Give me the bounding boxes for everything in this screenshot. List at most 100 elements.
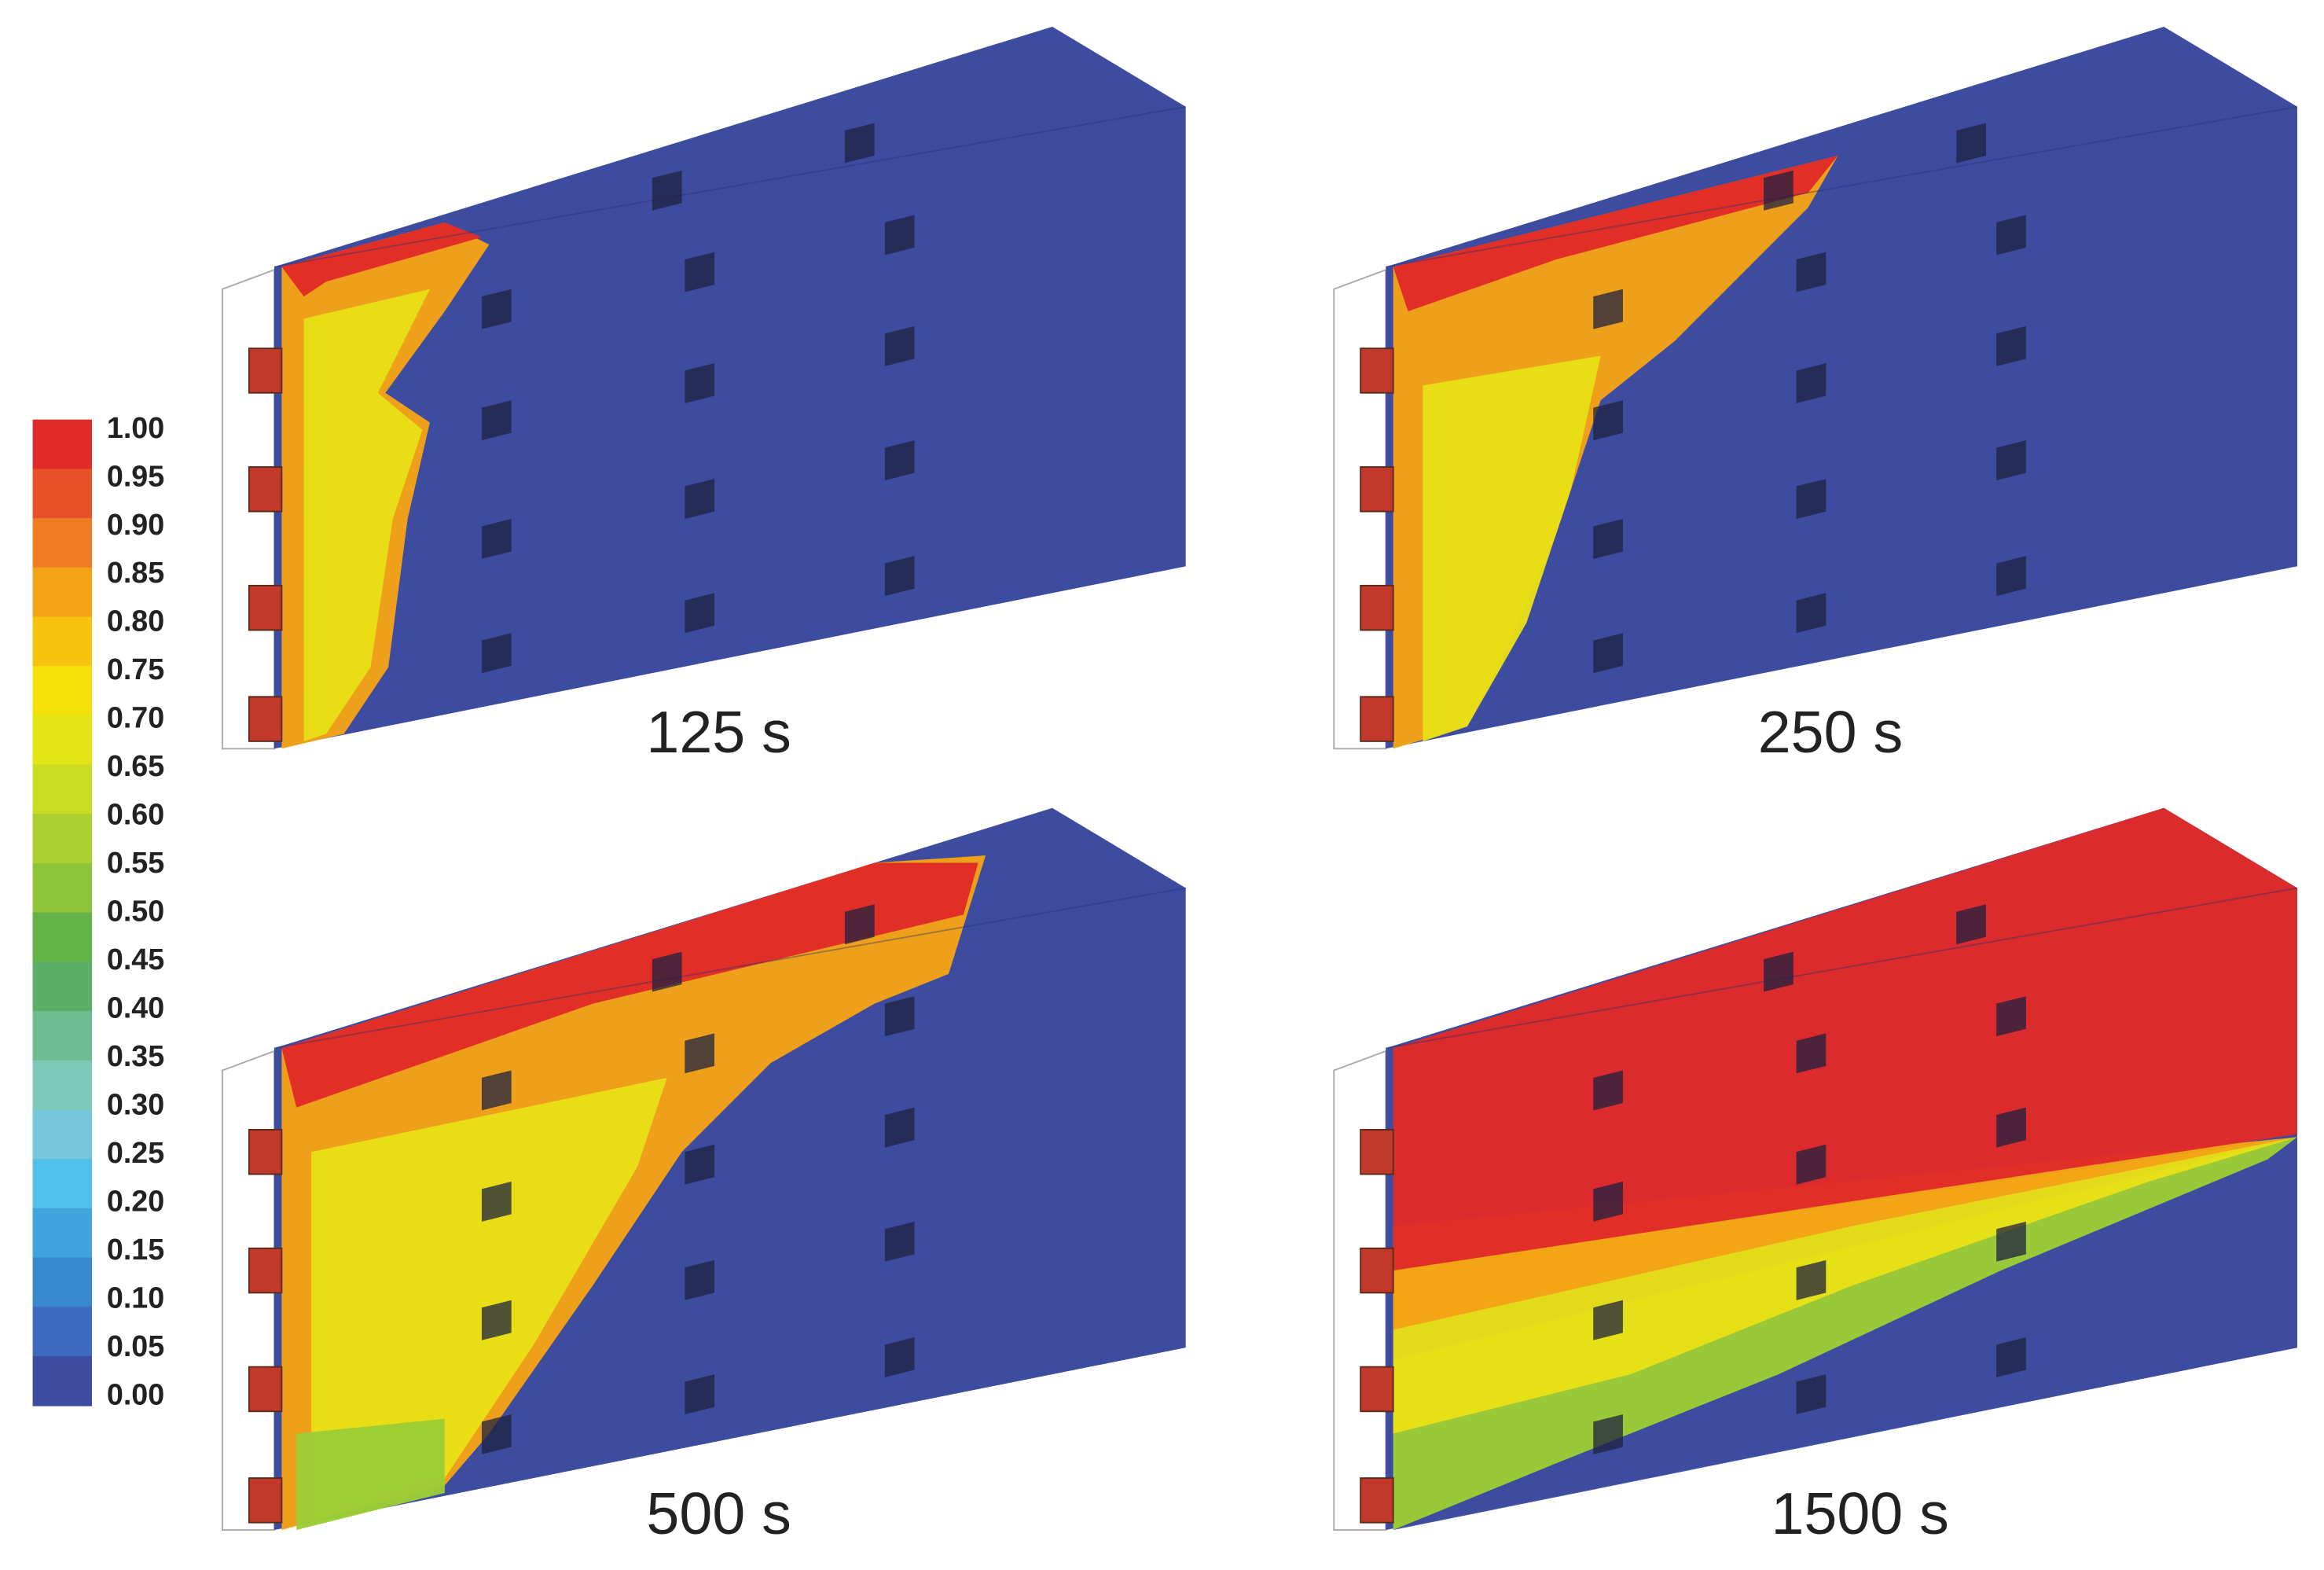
window xyxy=(481,400,512,441)
slab-edge xyxy=(1386,887,2298,1050)
panel: 250 s xyxy=(1333,26,2298,765)
window xyxy=(1593,1414,1623,1454)
colorbar-label: 0.65 xyxy=(107,749,164,782)
colorbar-label: 0.00 xyxy=(107,1377,164,1410)
colorbar-segment xyxy=(32,469,92,520)
colorbar-segment xyxy=(32,715,92,766)
window xyxy=(884,215,915,256)
colorbar-label: 0.25 xyxy=(107,1136,164,1169)
window xyxy=(1796,363,1827,403)
colorbar-label: 0.90 xyxy=(107,508,164,541)
balcony xyxy=(1360,1477,1394,1524)
window xyxy=(1593,400,1623,441)
colorbar-label: 0.30 xyxy=(107,1087,164,1120)
window xyxy=(685,1374,715,1414)
window xyxy=(1996,440,2026,480)
colorbar-label: 0.35 xyxy=(107,1039,164,1072)
window xyxy=(884,1221,915,1262)
balcony xyxy=(1360,1247,1394,1294)
colorbar-segment xyxy=(32,1355,92,1406)
balcony xyxy=(1360,584,1394,631)
colorbar-segment xyxy=(32,961,92,1013)
window xyxy=(1593,289,1623,329)
panel-label: 500 s xyxy=(646,1480,791,1546)
window xyxy=(884,1107,915,1148)
balcony xyxy=(248,696,283,742)
contour-region xyxy=(1423,355,1601,741)
window xyxy=(652,951,682,992)
contour-region xyxy=(311,1077,667,1523)
colorbar-label: 0.60 xyxy=(107,798,164,831)
colorbar-segment xyxy=(32,912,92,963)
balcony xyxy=(1360,1128,1394,1175)
window xyxy=(884,325,915,366)
window xyxy=(1796,593,1827,634)
contour-region xyxy=(1393,1137,2297,1434)
panel: 500 s xyxy=(221,807,1186,1546)
balcony xyxy=(248,584,283,631)
colorbar-label: 0.80 xyxy=(107,605,164,638)
colorbar-segment xyxy=(32,1307,92,1357)
balcony xyxy=(1360,696,1394,742)
colorbar-label: 0.85 xyxy=(107,556,164,589)
window xyxy=(685,1259,715,1300)
window xyxy=(1796,1374,1827,1414)
colorbar-segment xyxy=(32,1109,92,1160)
window xyxy=(1593,1070,1623,1111)
balcony xyxy=(248,1477,283,1524)
colorbar-label: 0.05 xyxy=(107,1329,164,1362)
contour-region xyxy=(1393,807,2297,1271)
contour-region xyxy=(1393,156,1838,312)
colorbar-segment xyxy=(32,666,92,716)
window xyxy=(1796,1144,1827,1185)
slab-edge xyxy=(1386,105,2298,268)
window xyxy=(481,1070,512,1111)
window xyxy=(1996,996,2026,1037)
window xyxy=(1796,252,1827,292)
window xyxy=(884,440,915,480)
colorbar-segment xyxy=(32,567,92,618)
colorbar-segment xyxy=(32,616,92,667)
colorbar-segment xyxy=(32,1060,92,1111)
window xyxy=(1764,951,1793,992)
window xyxy=(481,519,512,559)
window xyxy=(844,904,875,945)
window xyxy=(481,1300,512,1340)
colorbar-segment xyxy=(32,1159,92,1209)
panel-label: 125 s xyxy=(646,699,791,765)
window xyxy=(884,1337,915,1377)
colorbar-label: 0.75 xyxy=(107,653,164,686)
balcony xyxy=(248,347,283,394)
colorbar-segment xyxy=(32,764,92,815)
contour-region xyxy=(281,862,978,1108)
window xyxy=(685,1144,715,1185)
window xyxy=(685,363,715,403)
colorbar-label: 0.50 xyxy=(107,895,164,928)
window xyxy=(1764,170,1793,211)
colorbar-label: 0.55 xyxy=(107,846,164,879)
contour-region xyxy=(303,289,430,741)
balcony xyxy=(248,1366,283,1413)
slab xyxy=(1386,26,2297,749)
window xyxy=(1956,123,1986,164)
colorbar-segment xyxy=(32,1257,92,1308)
balcony xyxy=(248,466,283,513)
balcony xyxy=(1360,1366,1394,1413)
balcony xyxy=(1360,466,1394,513)
window xyxy=(1996,215,2026,256)
colorbar-segment xyxy=(32,862,92,914)
contour-region xyxy=(296,1418,445,1531)
window xyxy=(685,479,715,520)
colorbar-segment xyxy=(32,814,92,864)
window xyxy=(884,996,915,1037)
window xyxy=(1796,1259,1827,1300)
window xyxy=(1593,1181,1623,1222)
balcony xyxy=(248,1247,283,1294)
window xyxy=(685,593,715,634)
window xyxy=(652,170,682,211)
colorbar-label: 0.15 xyxy=(107,1233,164,1266)
window xyxy=(1996,1337,2026,1377)
panel-label: 1500 s xyxy=(1771,1480,1948,1546)
